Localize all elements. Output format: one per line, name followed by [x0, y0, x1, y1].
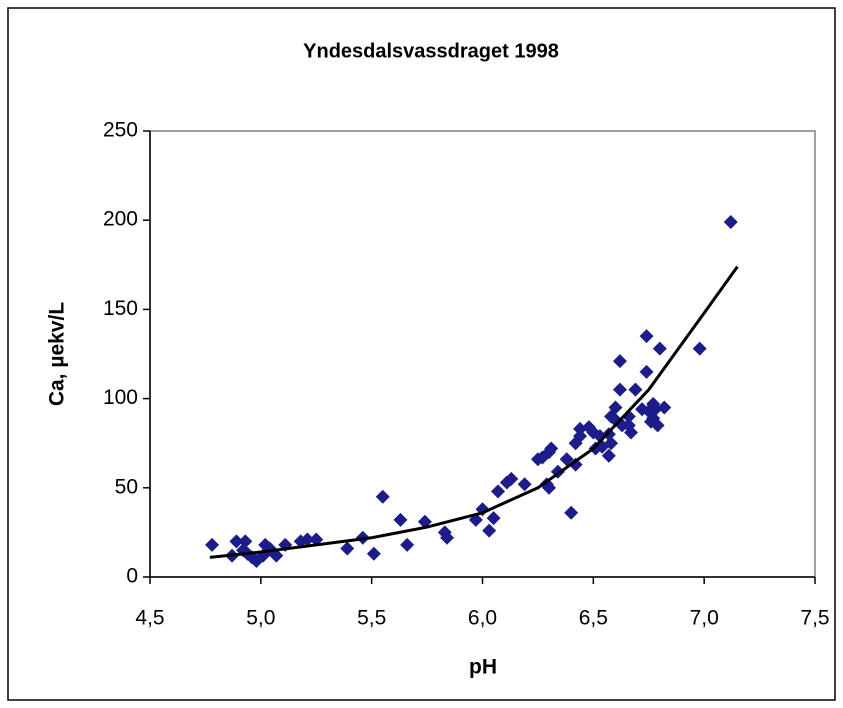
data-point: [652, 341, 667, 356]
data-point: [564, 505, 579, 520]
x-tick-label: 5,0: [246, 607, 275, 630]
x-tick-label: 7,0: [690, 607, 719, 630]
data-point: [205, 537, 220, 552]
data-point: [692, 341, 707, 356]
data-point: [375, 489, 390, 504]
data-point: [482, 523, 497, 538]
data-point: [573, 421, 588, 436]
data-point: [517, 477, 532, 492]
x-tick-label: 5,5: [357, 607, 386, 630]
y-tick-label: 150: [103, 297, 138, 320]
data-point: [568, 457, 583, 472]
data-point: [499, 475, 514, 490]
data-point: [612, 382, 627, 397]
data-point: [300, 532, 315, 547]
y-tick-label: 200: [103, 208, 138, 231]
data-point: [601, 448, 616, 463]
y-tick-label: 50: [115, 475, 138, 498]
data-point: [229, 534, 244, 549]
data-point: [269, 548, 284, 563]
y-tick-label: 0: [126, 565, 138, 588]
data-point: [612, 354, 627, 369]
data-point: [400, 537, 415, 552]
data-point: [639, 329, 654, 344]
trendline: [209, 265, 739, 559]
x-tick-label: 6,5: [579, 607, 608, 630]
data-point: [648, 402, 663, 417]
data-point: [542, 480, 556, 495]
data-point: [573, 429, 588, 444]
data-point: [486, 511, 501, 526]
data-point: [440, 530, 455, 545]
data-point: [639, 364, 654, 379]
data-point: [604, 409, 619, 424]
data-point: [340, 541, 355, 556]
data-point: [657, 400, 672, 415]
y-tick-label: 100: [103, 386, 138, 409]
x-axis-label: pH: [469, 656, 497, 679]
x-tick-label: 7,5: [800, 607, 829, 630]
data-point: [544, 441, 559, 456]
data-point: [504, 471, 519, 486]
chart-title: Yndesdalsvassdraget 1998: [303, 40, 559, 62]
data-point: [628, 382, 643, 397]
data-point: [624, 425, 639, 440]
x-tick-label: 6,0: [468, 607, 497, 630]
data-point: [650, 418, 665, 433]
x-tick-label: 4,5: [135, 607, 164, 630]
data-point: [604, 436, 619, 451]
data-point: [723, 214, 738, 229]
y-axis-label: Ca, µekv/L: [46, 302, 69, 406]
data-point: [491, 484, 506, 499]
y-tick-label: 250: [103, 119, 138, 142]
data-point: [366, 546, 381, 561]
data-point: [393, 512, 408, 527]
data-point: [559, 452, 574, 467]
